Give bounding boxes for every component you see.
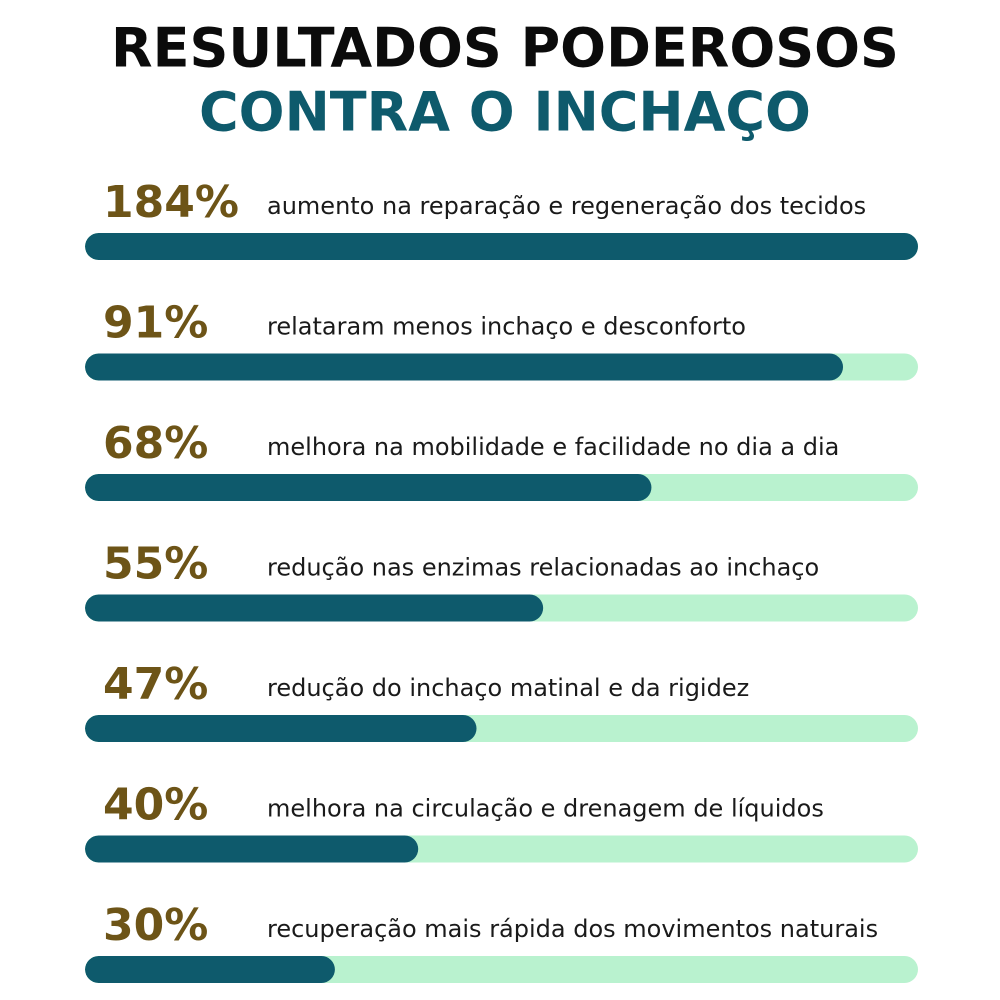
category-label: redução do inchaço matinal e da rigidez (267, 674, 749, 702)
category-label: relataram menos inchaço e desconforto (267, 313, 746, 341)
category-label: redução nas enzimas relacionadas ao inch… (267, 554, 819, 582)
category-label: melhora na mobilidade e facilidade no di… (267, 433, 839, 461)
value-label: 47% (103, 659, 208, 710)
value-label: 30% (103, 900, 208, 951)
value-label: 68% (103, 418, 208, 469)
bar (85, 233, 918, 260)
bar (85, 715, 477, 742)
value-label: 40% (103, 780, 208, 831)
value-label: 91% (103, 298, 208, 349)
category-label: melhora na circulação e drenagem de líqu… (267, 795, 824, 823)
chart-title: RESULTADOS PODEROSOS (111, 17, 899, 80)
bar (85, 353, 844, 381)
category-label: aumento na reparação e regeneração dos t… (267, 192, 866, 220)
bar (85, 594, 544, 622)
bar (85, 956, 335, 983)
bar (85, 835, 419, 863)
chart-subtitle: CONTRA O INCHAÇO (199, 81, 811, 144)
value-label: 55% (103, 539, 208, 590)
category-label: recuperação mais rápida dos movimentos n… (267, 915, 878, 943)
bar (85, 474, 652, 501)
value-label: 184% (103, 177, 239, 228)
